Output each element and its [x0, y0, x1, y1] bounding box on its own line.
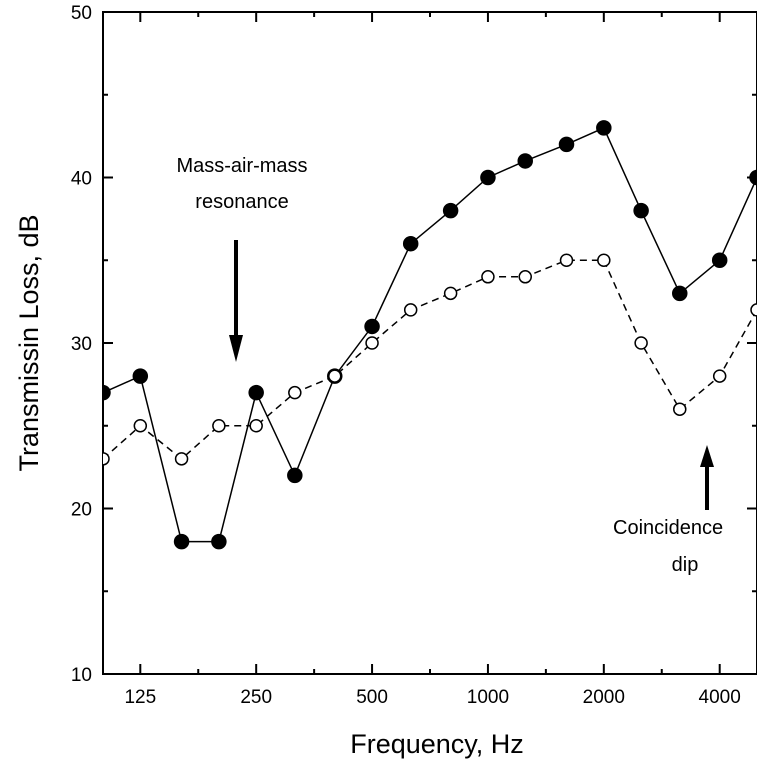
x-tick-label: 125 — [124, 687, 156, 708]
y-tick-label: 20 — [71, 500, 92, 521]
up-arrow-icon — [700, 445, 714, 467]
annotation-mass-air-mass-line1: Mass-air-mass — [176, 155, 307, 177]
x-tick-label: 4000 — [699, 687, 741, 708]
x-tick-label: 2000 — [583, 687, 625, 708]
series-layer — [103, 120, 757, 550]
series-1-point — [103, 384, 111, 401]
series-1-point — [749, 169, 757, 186]
annotation-coincidence-dip: Coincidence dip — [613, 445, 723, 576]
axis-tick-labels: 10 20 30 40 50 125 250 500 1000 2000 4000 — [71, 3, 741, 708]
axis-ticks — [103, 11, 757, 675]
series-1-line — [103, 126, 757, 543]
series-1-point — [442, 202, 459, 219]
annotation-mass-air-mass-line2: resonance — [195, 191, 288, 213]
series-1-point — [596, 120, 612, 136]
plot-frame — [102, 11, 757, 675]
series-2-point — [212, 419, 226, 433]
y-tick-label: 40 — [71, 169, 92, 190]
series-1-point — [711, 252, 728, 268]
series-1-point — [173, 533, 190, 550]
series-2-line — [103, 259, 757, 460]
series-1-point — [517, 153, 533, 169]
series-1-point — [211, 533, 227, 550]
series-1-point — [480, 169, 496, 186]
x-tick-label: 1000 — [467, 687, 509, 708]
series-2-point — [481, 270, 495, 284]
x-tick-label: 500 — [356, 687, 388, 708]
series-1-point — [287, 467, 303, 484]
series-2-point — [634, 336, 648, 350]
series-1-point — [558, 136, 575, 153]
series-2-point — [403, 303, 418, 317]
series-2-point — [559, 253, 574, 267]
series-2-point — [174, 452, 189, 466]
down-arrow-icon — [229, 335, 243, 362]
series-2-point — [249, 419, 263, 433]
y-tick-label: 50 — [71, 3, 92, 24]
x-axis-title: Frequency, Hz — [350, 729, 524, 759]
annotation-coincidence-line1: Coincidence — [613, 517, 723, 539]
y-tick-label: 10 — [71, 665, 92, 686]
series-2-point — [288, 385, 302, 400]
series-1 — [103, 120, 757, 550]
series-2-point — [133, 419, 148, 433]
series-1-point — [633, 202, 649, 219]
annotation-mass-air-mass: Mass-air-mass resonance — [176, 155, 308, 362]
series-1-point — [132, 368, 149, 384]
x-tick-label: 250 — [240, 687, 272, 708]
series-2-point — [328, 369, 342, 383]
series-1-point — [402, 235, 419, 252]
series-1-point — [364, 318, 380, 335]
series-2-point — [518, 270, 532, 284]
series-2-point — [712, 369, 727, 383]
series-1-point — [672, 285, 688, 302]
y-tick-label: 30 — [71, 334, 92, 355]
series-2-point — [103, 452, 110, 466]
series-2 — [103, 253, 757, 466]
y-axis-title: Transmissin Loss, dB — [14, 214, 44, 471]
series-2-point — [597, 253, 611, 267]
annotation-coincidence-line2: dip — [672, 554, 699, 576]
series-2-point — [673, 402, 687, 416]
series-1-point — [248, 384, 264, 401]
series-2-point — [443, 286, 458, 301]
series-2-point — [750, 303, 757, 317]
series-2-point — [365, 336, 379, 350]
